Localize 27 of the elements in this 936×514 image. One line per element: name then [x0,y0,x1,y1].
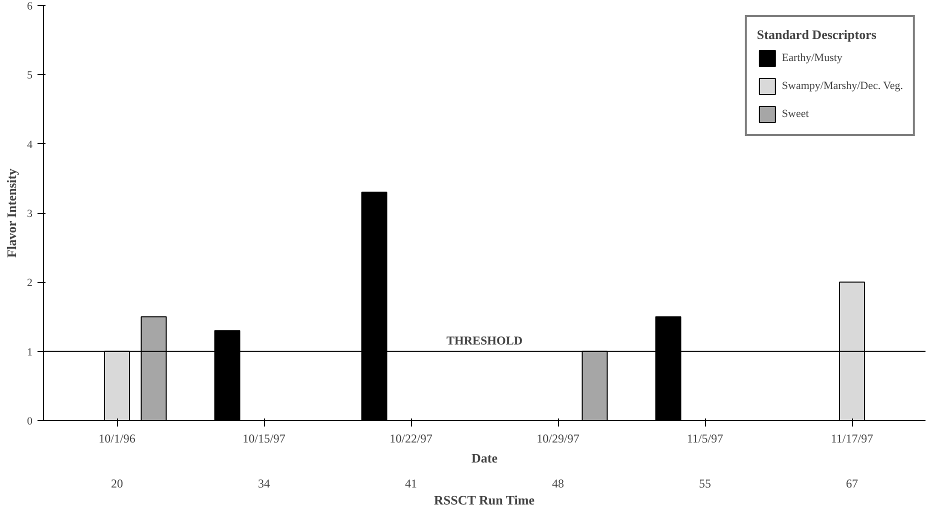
legend-label: Swampy/Marshy/Dec. Veg. [782,80,903,92]
text: 55 [699,476,711,490]
text: 20 [111,476,123,490]
text: 41 [405,476,417,490]
text: RSSCT Run Time [434,492,535,508]
y-tick-label: 2 [27,277,32,290]
x-tick-label: 10/1/96 [98,432,136,446]
text: 48 [552,476,564,490]
x-tick-label: 11/17/97 [830,432,874,446]
y-tick-label: 6 [27,0,33,12]
y-axis-title: Flavor Intensity [4,168,19,258]
y-tick-label: 3 [27,208,33,220]
legend-title: Standard Descriptors [756,27,878,43]
y-tick-label: 0 [27,416,33,428]
x-tick-label: 10/29/97 [536,432,580,446]
x-axis-title: Date [472,450,498,466]
ref-line-label: THRESHOLD [446,333,523,348]
y-tick-label: 4 [27,138,33,151]
text: 34 [258,476,270,490]
legend-label: Sweet [782,108,809,120]
text: 67 [846,476,858,490]
y-tick-label: 1 [27,346,32,358]
y-tick-label: 5 [27,70,33,82]
x-tick-label: 10/15/97 [242,432,286,446]
x-tick-label: 11/5/97 [686,432,724,446]
legend-label: Earthy/Musty [782,52,842,64]
x-tick-label: 10/22/97 [390,432,432,446]
